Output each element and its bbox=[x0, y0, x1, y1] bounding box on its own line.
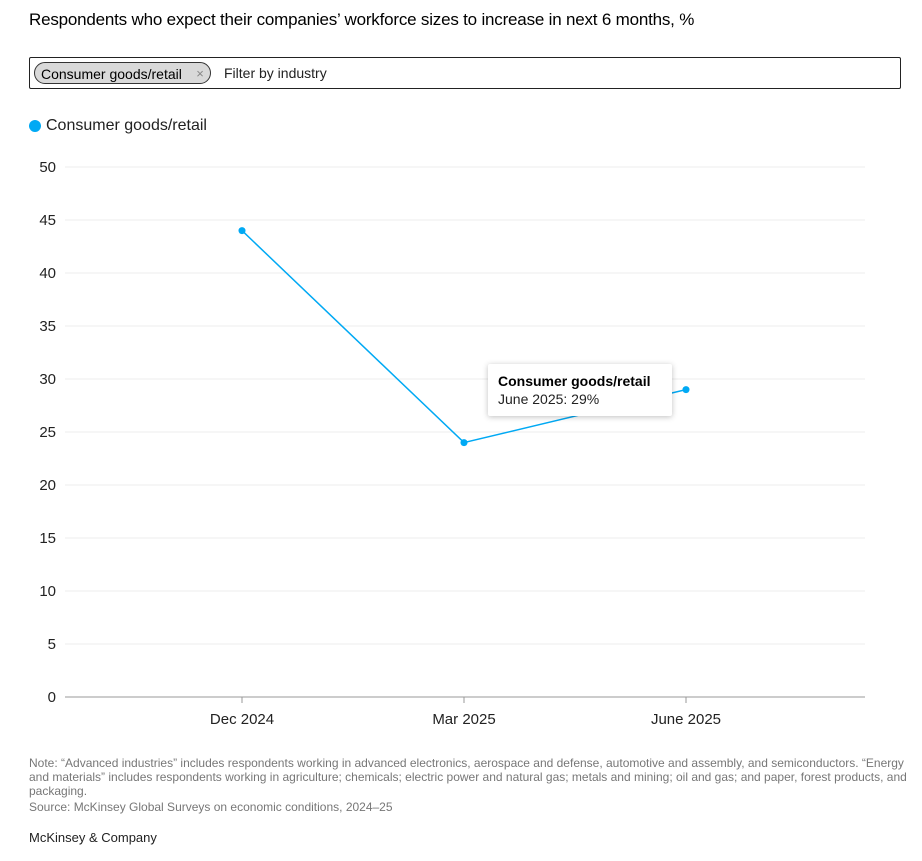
industry-filter[interactable]: Consumer goods/retail × Filter by indust… bbox=[29, 57, 901, 89]
x-tick-label: Dec 2024 bbox=[210, 711, 274, 728]
y-tick-label: 30 bbox=[39, 371, 56, 388]
chip-label: Consumer goods/retail bbox=[41, 66, 182, 82]
legend-label: Consumer goods/retail bbox=[46, 117, 207, 134]
data-point bbox=[460, 439, 468, 447]
y-tick-label: 50 bbox=[39, 159, 56, 176]
y-tick-label: 35 bbox=[39, 318, 56, 335]
y-tick-label: 40 bbox=[39, 265, 56, 282]
y-tick-label: 25 bbox=[39, 424, 56, 441]
line-chart: 0 5 10 15 20 25 30 35 40 45 50 Dec 2024 Mar 2025 June… bbox=[39, 159, 865, 728]
x-tick-label: June 2025 bbox=[651, 711, 721, 728]
chart-title: Respondents who expect their companies’ … bbox=[29, 10, 694, 30]
close-icon[interactable]: × bbox=[196, 66, 204, 81]
legend-marker-icon bbox=[29, 120, 41, 132]
tooltip-value: June 2025: 29% bbox=[498, 391, 600, 407]
data-point bbox=[682, 386, 690, 394]
x-tick-label: Mar 2025 bbox=[432, 711, 495, 728]
y-tick-label: 10 bbox=[39, 583, 56, 600]
selected-industry-chip[interactable]: Consumer goods/retail × bbox=[34, 62, 211, 84]
y-tick-label: 45 bbox=[39, 212, 56, 229]
data-point bbox=[238, 227, 246, 235]
title-unit: % bbox=[679, 10, 695, 29]
title-text: Respondents who expect their companies’ … bbox=[29, 10, 675, 29]
source-note: Source: McKinsey Global Surveys on econo… bbox=[29, 800, 393, 814]
y-tick-label: 20 bbox=[39, 477, 56, 494]
y-tick-label: 0 bbox=[48, 689, 56, 706]
legend: Consumer goods/retail bbox=[29, 116, 207, 136]
tooltip-title: Consumer goods/retail bbox=[498, 373, 651, 389]
filter-input-placeholder[interactable]: Filter by industry bbox=[224, 65, 327, 81]
y-tick-label: 15 bbox=[39, 530, 56, 547]
y-tick-label: 5 bbox=[48, 636, 56, 653]
brand-logo-text: McKinsey & Company bbox=[29, 830, 157, 845]
footnote: Note: “Advanced industries” includes res… bbox=[29, 756, 907, 798]
data-tooltip: Consumer goods/retail June 2025: 29% bbox=[488, 364, 672, 416]
